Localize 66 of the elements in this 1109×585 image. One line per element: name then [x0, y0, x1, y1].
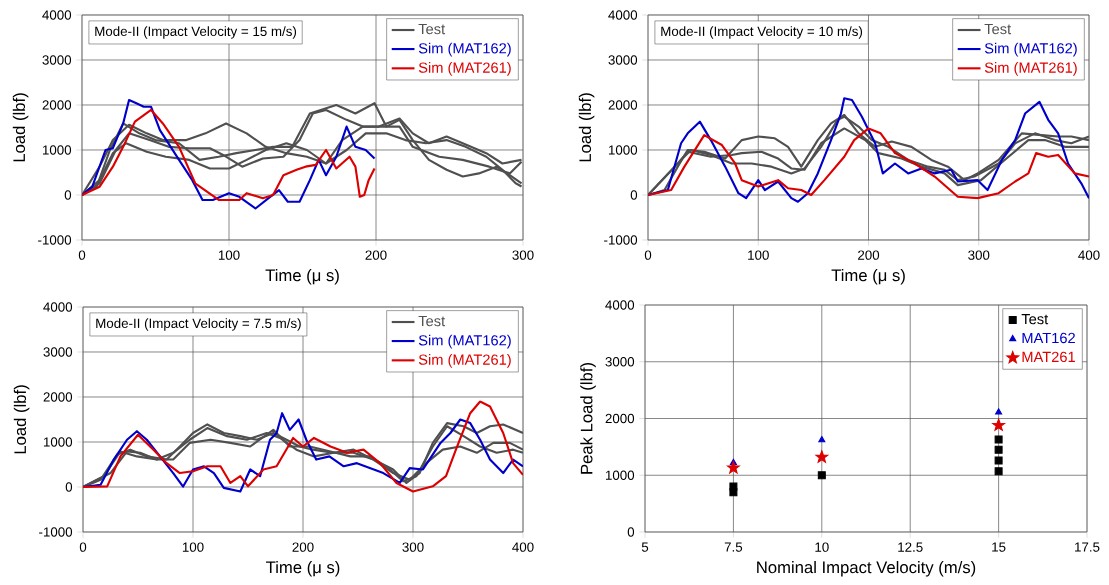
x-tick-label: 12.5	[898, 542, 923, 552]
y-axis-title: Load (lbf)	[578, 93, 595, 162]
x-tick-label: 200	[858, 250, 880, 260]
legend-label: Test	[418, 315, 446, 327]
y-tick-label: 2000	[42, 100, 72, 110]
x-tick-label: 0	[79, 542, 87, 552]
y-tick-label: 1000	[42, 145, 72, 155]
y-tick-label: 0	[64, 190, 72, 200]
x-tick-label: 300	[968, 250, 990, 260]
legend-label: MAT162	[1022, 332, 1075, 344]
y-tick-label: 3000	[43, 347, 73, 357]
y-tick-label: 4000	[42, 10, 72, 20]
x-tick-label: 400	[1078, 250, 1100, 260]
x-axis-title: Time (μ s)	[266, 560, 340, 577]
x-tick-label: 100	[182, 542, 204, 552]
y-tick-label: 0	[627, 527, 635, 537]
annotation: Mode-II (Impact Velocity = 15 m/s)	[95, 26, 297, 39]
y-tick-label: -1000	[604, 235, 638, 245]
x-tick-label: 10	[815, 542, 829, 552]
x-tick-label: 200	[365, 250, 387, 260]
y-tick-label: -1000	[39, 527, 73, 537]
y-tick-label: 3000	[605, 357, 635, 367]
legend-label: Sim (MAT261)	[418, 62, 511, 76]
y-axis-title: Load (lbf)	[12, 93, 29, 162]
y-tick-label: 0	[630, 190, 638, 200]
legend-label: Sim (MAT162)	[418, 42, 511, 57]
x-axis-title: Time (μ s)	[831, 268, 905, 285]
legend-label: Sim (MAT162)	[418, 334, 511, 349]
y-tick-label: 2000	[43, 392, 73, 402]
legend-label: Test	[1021, 314, 1049, 325]
x-axis-title: Nominal Impact Velocity (m/s)	[757, 560, 976, 577]
x-tick-label: 400	[512, 542, 534, 552]
x-tick-label: 300	[402, 542, 424, 552]
annotation: Mode-II (Impact Velocity = 7.5 m/s)	[96, 318, 301, 331]
x-tick-label: 100	[748, 250, 769, 260]
y-tick-label: 1000	[605, 470, 635, 480]
y-tick-label: 3000	[42, 55, 72, 65]
legend-label: Sim (MAT261)	[984, 62, 1077, 76]
y-tick-label: 2000	[605, 413, 635, 424]
y-tick-label: 1000	[608, 145, 638, 155]
legend-label: Sim (MAT261)	[418, 354, 511, 368]
y-tick-label: 4000	[43, 302, 73, 312]
x-tick-label: 200	[292, 542, 314, 552]
legend-label: Test	[984, 23, 1012, 35]
legend-label: Test	[418, 23, 446, 35]
x-tick-label: 17.5	[1075, 542, 1100, 552]
x-tick-label: 300	[512, 250, 534, 260]
y-tick-label: 2000	[608, 100, 638, 110]
y-tick-label: 4000	[608, 10, 638, 20]
x-tick-label: 5	[641, 542, 649, 552]
x-tick-label: 7.5	[724, 542, 743, 552]
x-axis-title: Time (μ s)	[265, 268, 339, 285]
x-tick-label: 15	[992, 542, 1006, 552]
x-tick-label: 100	[218, 250, 240, 260]
y-tick-label: 3000	[608, 55, 638, 65]
y-tick-label: -1000	[38, 235, 72, 245]
y-tick-label: 0	[65, 482, 73, 492]
annotation: Mode-II (Impact Velocity = 10 m/s)	[661, 26, 863, 39]
legend-label: MAT261	[1022, 351, 1075, 363]
y-tick-label: 4000	[605, 300, 635, 310]
legend-label: Sim (MAT162)	[984, 42, 1077, 57]
x-tick-label: 0	[644, 250, 652, 260]
y-tick-label: 1000	[43, 437, 73, 447]
x-tick-label: 0	[78, 250, 86, 260]
y-axis-title: Load (lbf)	[13, 385, 30, 454]
y-axis-title: Peak Load (lbf)	[580, 363, 596, 474]
